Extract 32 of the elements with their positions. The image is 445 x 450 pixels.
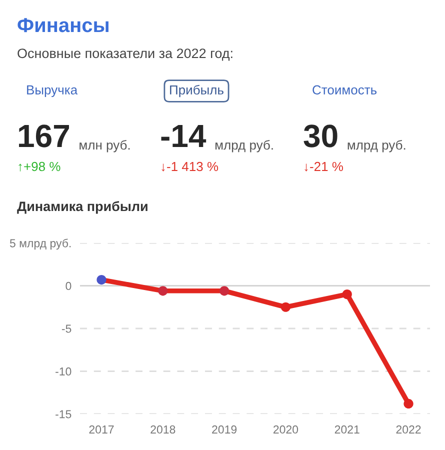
- data-label: -14: [161, 124, 206, 147]
- y-tick-label: 0: [66, 282, 72, 290]
- point: [158, 286, 168, 296]
- data-label: 167: [19, 124, 69, 148]
- category-label: Стоимость: [312, 85, 377, 94]
- data-label: 30: [304, 124, 338, 148]
- category-label: Прибыль: [170, 84, 224, 98]
- text: Финансы: [18, 18, 108, 32]
- x-tick-label: 2021: [334, 425, 360, 434]
- x-tick-label: 2022: [396, 425, 421, 434]
- text: Основные показатели за 2022 год:: [18, 48, 232, 61]
- x-tick-label: 2019: [212, 425, 237, 434]
- text: млрд руб.: [215, 140, 273, 152]
- chart-title: Динамика прибыли: [17, 201, 148, 214]
- text: ↓-1 413 %: [162, 162, 218, 172]
- y-tick-label: -15: [56, 410, 72, 418]
- text: млрд руб.: [348, 140, 406, 152]
- x-tick-label: 2017: [89, 425, 114, 434]
- x-tick-label: 2020: [273, 425, 298, 434]
- point: [404, 398, 414, 409]
- text: ↓-21 %: [304, 162, 343, 172]
- y-tick-label: -10: [56, 367, 72, 376]
- text: ↑+98 %: [18, 162, 60, 172]
- point: [342, 289, 352, 300]
- y-tick-label: -5: [62, 324, 72, 333]
- category-label: Выручка: [27, 85, 78, 98]
- y-tick-label: 5 млрд руб.: [10, 238, 71, 250]
- x-tick-label: 2018: [150, 425, 176, 434]
- point: [219, 286, 230, 296]
- point: [280, 302, 291, 312]
- point: [96, 274, 106, 285]
- text: млн руб.: [80, 140, 130, 152]
